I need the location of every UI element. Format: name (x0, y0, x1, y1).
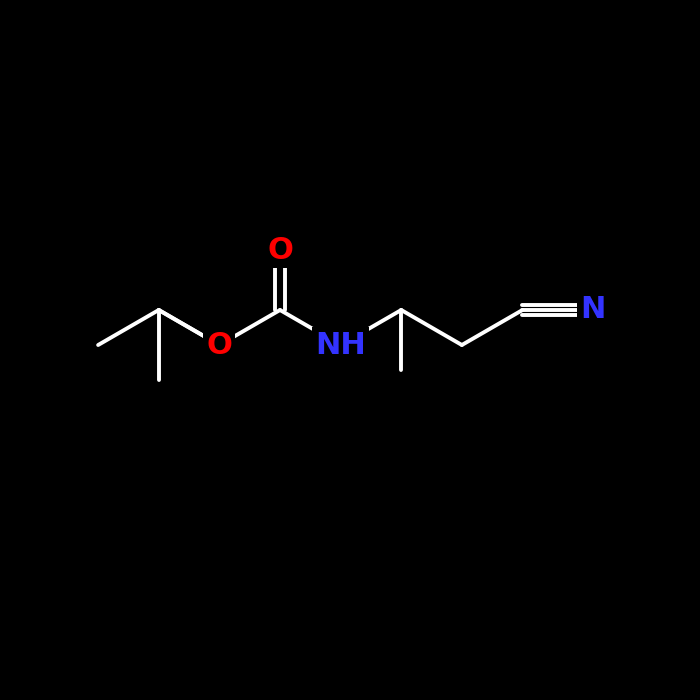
Text: NH: NH (315, 330, 366, 360)
Text: O: O (267, 236, 293, 265)
Text: O: O (206, 330, 232, 360)
Text: N: N (580, 295, 606, 325)
